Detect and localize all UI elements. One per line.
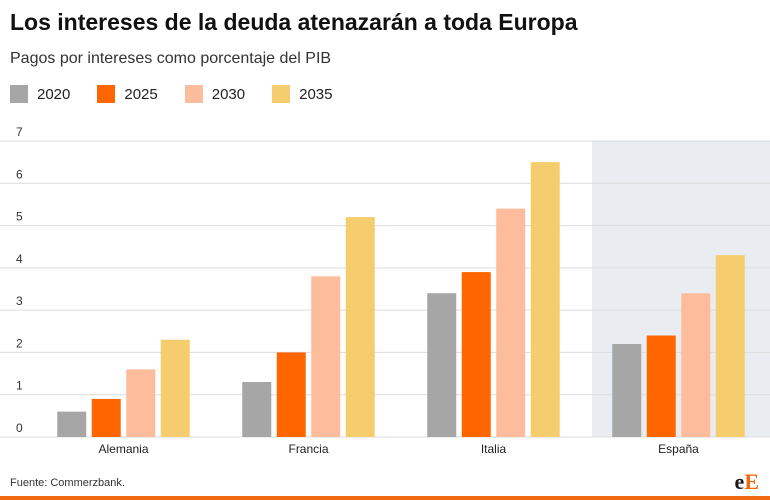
publisher-logo: eE <box>735 471 759 493</box>
logo-upper-letter: E <box>744 469 759 494</box>
y-tick-label: 5 <box>16 210 23 224</box>
bar <box>681 293 711 437</box>
bar <box>311 276 341 437</box>
bar <box>126 369 156 437</box>
bar <box>427 293 457 437</box>
y-tick-label: 1 <box>16 379 23 393</box>
x-tick-label: Alemania <box>98 442 148 456</box>
y-tick-label: 7 <box>16 125 23 139</box>
bar <box>612 343 642 437</box>
legend-label-2030: 2030 <box>211 85 246 103</box>
legend-item-2030: 2030 <box>184 85 246 103</box>
legend-swatch-2025 <box>97 85 116 103</box>
bar <box>461 272 491 437</box>
bar <box>345 217 375 437</box>
logo-lower-letter: e <box>734 469 745 494</box>
legend-item-2035: 2035 <box>272 85 333 103</box>
bar <box>91 398 121 437</box>
legend-label-2025: 2025 <box>124 85 158 103</box>
legend-label-2035: 2035 <box>299 85 333 103</box>
x-tick-label: Italia <box>481 442 507 456</box>
legend-label-2020: 2020 <box>37 85 71 103</box>
y-tick-label: 0 <box>16 421 23 435</box>
source-note: Fuente: Commerzbank. <box>10 477 125 489</box>
bar <box>160 339 190 437</box>
chart-title: Los intereses de la deuda atenazarán a t… <box>10 9 578 35</box>
bar-chart: 0 1 2 3 4 5 6 7 Alemania Francia Italia España <box>0 125 770 456</box>
legend: 2020 2025 2030 2035 <box>10 85 360 103</box>
bar <box>496 208 526 437</box>
bar <box>715 255 745 437</box>
y-tick-label: 4 <box>16 252 23 266</box>
bar <box>276 352 306 437</box>
legend-item-2025: 2025 <box>97 85 158 103</box>
legend-item-2020: 2020 <box>10 85 70 103</box>
x-tick-label: España <box>658 442 699 456</box>
bar <box>242 382 272 437</box>
x-tick-label: Francia <box>288 442 328 456</box>
legend-swatch-2035 <box>272 85 291 103</box>
chart-subtitle: Pagos por intereses como porcentaje del … <box>10 50 332 67</box>
y-tick-label: 6 <box>16 167 23 181</box>
bottom-accent-rule <box>0 496 770 500</box>
y-tick-label: 2 <box>16 336 23 350</box>
bar <box>646 335 676 437</box>
bar <box>530 162 560 437</box>
legend-swatch-2030 <box>184 85 203 103</box>
y-tick-label: 3 <box>16 294 23 308</box>
legend-swatch-2020 <box>10 85 28 103</box>
bar <box>57 411 87 437</box>
